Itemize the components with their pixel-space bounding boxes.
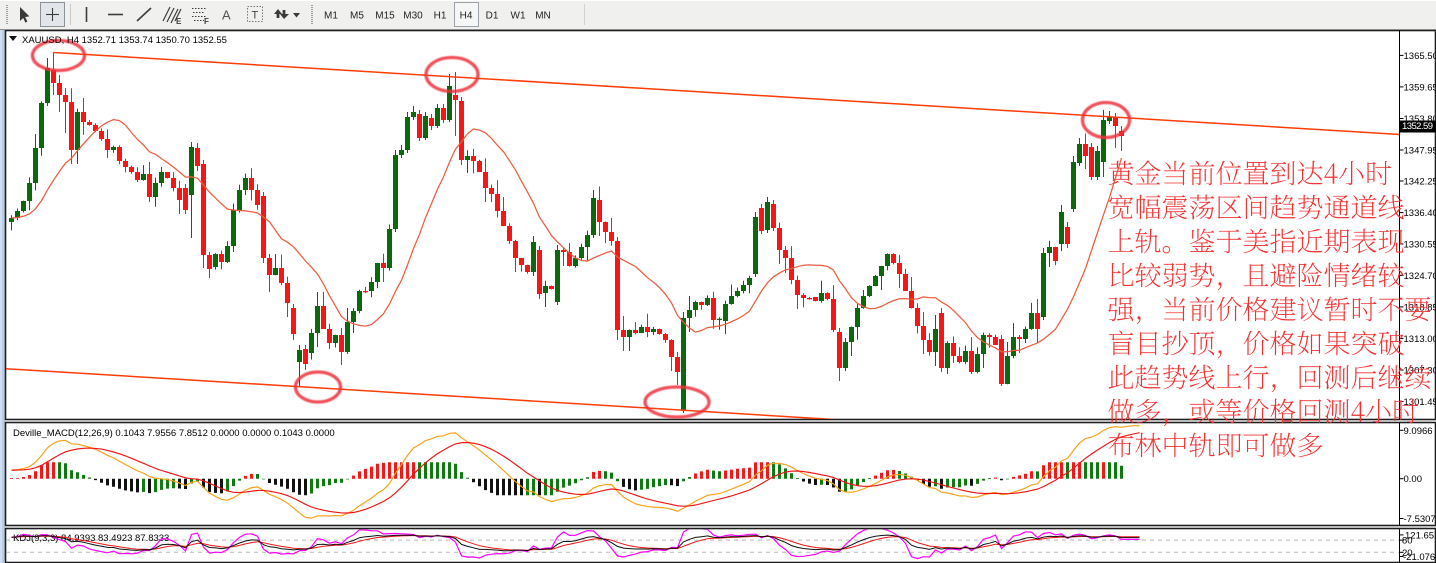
svg-text:1318.85: 1318.85 (1404, 302, 1436, 313)
svg-text:1336.40: 1336.40 (1404, 208, 1436, 219)
svg-text:9.0966: 9.0966 (1404, 426, 1433, 437)
svg-text:20: 20 (1402, 548, 1413, 559)
svg-text:M5: M5 (350, 11, 364, 22)
svg-text:1353.80: 1353.80 (1404, 114, 1436, 125)
svg-text:Deville_MACD(12,26,9) 0.1043 7: Deville_MACD(12,26,9) 0.1043 7.9556 7.85… (13, 428, 335, 439)
svg-text:-21.0763: -21.0763 (1403, 552, 1436, 563)
svg-text:H1: H1 (434, 11, 447, 22)
svg-text:W1: W1 (511, 11, 526, 22)
svg-text:80: 80 (1402, 536, 1413, 547)
svg-text:121.651: 121.651 (1405, 530, 1436, 541)
svg-text:M1: M1 (324, 11, 338, 22)
svg-text:A: A (222, 8, 231, 23)
svg-text:KDJ(9,3,3) 84.9393 83.4923 87.: KDJ(9,3,3) 84.9393 83.4923 87.8333 (13, 533, 169, 544)
svg-text:1313.00: 1313.00 (1404, 334, 1436, 345)
svg-text:E: E (176, 17, 182, 26)
svg-text:XAUUSD, H4 1352.71 1353.74 13: XAUUSD, H4 1352.71 1353.74 1350.70 1352.… (22, 35, 227, 46)
svg-text:1307.30: 1307.30 (1404, 366, 1436, 377)
svg-text:1330.55: 1330.55 (1404, 240, 1436, 251)
svg-text:1342.25: 1342.25 (1404, 177, 1436, 188)
svg-text:1347.95: 1347.95 (1404, 146, 1436, 157)
svg-text:1324.70: 1324.70 (1404, 271, 1436, 282)
svg-text:F: F (204, 17, 209, 26)
svg-text:1359.65: 1359.65 (1404, 82, 1436, 93)
svg-text:H4: H4 (460, 11, 473, 22)
svg-text:0.00: 0.00 (1404, 474, 1423, 485)
svg-text:D1: D1 (486, 11, 499, 22)
svg-text:1352.59: 1352.59 (1402, 121, 1433, 132)
svg-text:M15: M15 (375, 11, 395, 22)
svg-text:T: T (252, 10, 259, 22)
svg-text:M30: M30 (403, 11, 423, 22)
svg-text:1365.50: 1365.50 (1404, 51, 1436, 62)
svg-text:1301.45: 1301.45 (1404, 397, 1436, 408)
svg-text:-7.5307: -7.5307 (1404, 514, 1436, 525)
svg-text:MN: MN (535, 11, 551, 22)
